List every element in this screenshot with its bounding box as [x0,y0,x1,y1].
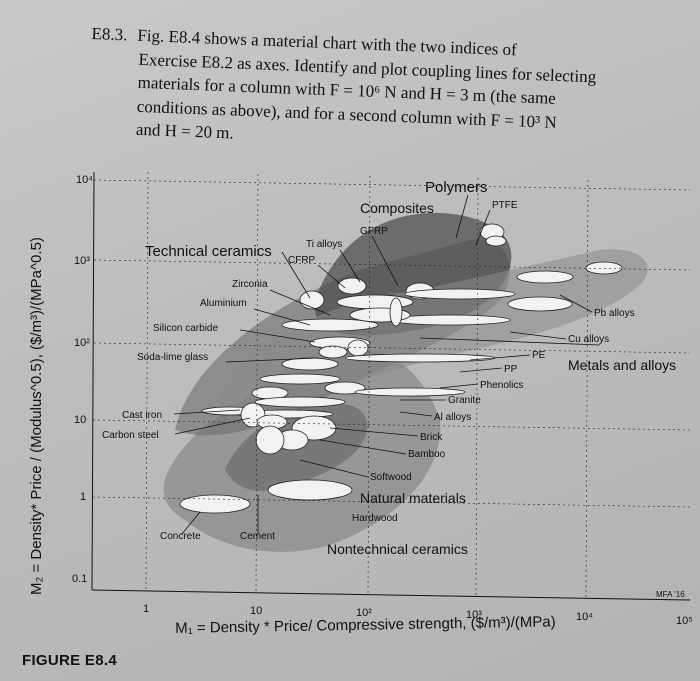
label-ptfe: PTFE [492,200,518,211]
axes [91,171,691,601]
bubble-19 [281,357,339,371]
label-ti-alloys: Ti alloys [306,239,342,250]
bubble-4 [516,270,574,284]
bubble-32 [179,494,251,514]
label-al-alloys: Al alloys [434,412,471,423]
label-aluminium: Aluminium [200,298,247,309]
bubble-8 [299,290,325,310]
label-pe: PE [532,350,546,361]
x-axis-line [91,589,691,601]
label-cast-iron: Cast iron [122,410,162,421]
label-cement: Cement [240,531,275,542]
bubble-17 [347,339,369,357]
tick-labels: 10⁴ 10³ 10² 10 1 0.1 1 10 10² 10³ 10⁴ 10… [72,174,693,627]
figure-caption: FIGURE E8.4 [22,652,117,669]
bubble-23 [354,387,466,397]
family-nontechnical: Nontechnical ceramics [327,541,468,557]
x-tick-10: 10 [250,605,262,617]
label-soda-lime-glass: Soda-lime glass [137,352,208,363]
label-gfrp: GFRP [360,226,388,237]
label-phenolics: Phenolics [480,380,523,391]
bubble-24 [254,396,346,408]
bubble-10 [507,296,573,312]
x-tick-10-2: 10² [356,607,372,619]
bubble-3 [585,261,623,275]
family-metals: Metals and alloys [568,357,676,373]
bubble-16 [318,345,348,359]
y-axis-label: M₂ = Density* Price / (Modulus^0.5), ($/… [28,237,45,595]
y-tick-0-1: 0.1 [72,573,87,585]
leader-lines [173,194,601,535]
bubble-21 [324,381,366,395]
x-tick-10-5: 10⁵ [676,615,693,627]
label-cu-alloys: Cu alloys [568,334,609,345]
x-tick-10-3: 10³ [466,609,482,621]
label-pb-alloys: Pb alloys [594,308,635,319]
family-labels: Polymers Composites Technical ceramics M… [145,179,676,557]
bubble-5 [337,277,367,295]
label-hardwood: Hardwood [352,513,398,524]
label-pp: PP [504,364,518,375]
label-concrete: Concrete [160,531,201,542]
bubble-14 [389,297,403,327]
label-brick: Brick [420,432,443,443]
x-tick-1: 1 [143,603,149,615]
y-tick-10: 10 [74,414,86,426]
x-tick-10-4: 10⁴ [576,611,593,623]
watermark: MFA '16 [656,590,685,599]
y-tick-10-4: 10⁴ [76,174,93,186]
label-granite: Granite [448,395,481,406]
bubble-20 [259,373,341,385]
bubble-12 [281,318,379,332]
bubble-2 [485,235,507,247]
bubble-7 [404,288,516,300]
material-labels: GFRP PTFE Ti alloys CFRP Zirconia Alumin… [102,200,635,542]
label-silicon-carbide: Silicon carbide [153,323,218,334]
family-natural: Natural materials [360,490,466,506]
bubble-33 [267,479,353,501]
family-composites: Composites [360,200,434,216]
family-polymers: Polymers [425,179,488,196]
label-softwood: Softwood [370,472,412,483]
label-bamboo: Bamboo [408,449,446,460]
family-technical-ceramics: Technical ceramics [145,243,272,260]
y-gridlines [92,179,691,508]
label-carbon-steel: Carbon steel [102,430,159,441]
bubble-31 [255,425,285,455]
y-tick-10-2: 10² [74,337,90,349]
label-zirconia: Zirconia [232,279,268,290]
y-axis-line [91,171,95,591]
bubble-18 [344,353,496,363]
y-tick-1: 1 [80,491,86,503]
y-tick-10-3: 10³ [74,255,90,267]
label-cfrp: CFRP [288,255,316,266]
